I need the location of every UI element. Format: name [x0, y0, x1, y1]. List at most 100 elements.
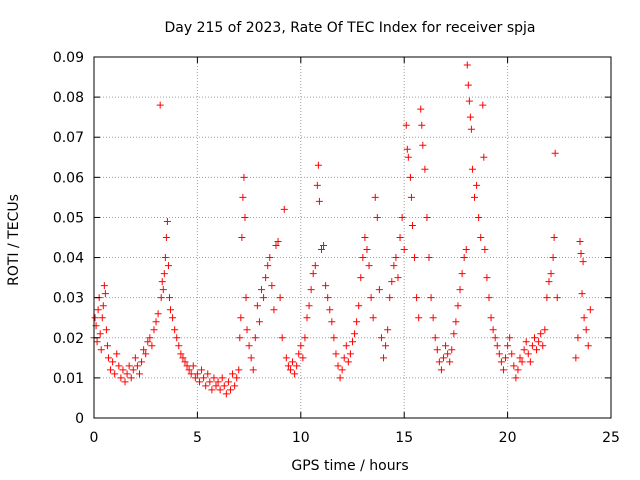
- data-point: [297, 342, 305, 350]
- data-point: [102, 326, 110, 334]
- data-point: [156, 101, 164, 109]
- data-point: [214, 378, 222, 386]
- data-point: [101, 290, 109, 298]
- data-point: [175, 342, 183, 350]
- data-point: [435, 358, 443, 366]
- data-point: [200, 374, 208, 382]
- data-point: [400, 246, 408, 254]
- data-point: [526, 358, 534, 366]
- data-point: [336, 374, 344, 382]
- data-point: [160, 270, 168, 278]
- data-point: [344, 358, 352, 366]
- data-point: [317, 246, 325, 254]
- data-point: [307, 286, 315, 294]
- data-point: [367, 294, 375, 302]
- data-point: [291, 370, 299, 378]
- data-point: [274, 238, 282, 246]
- data-point: [549, 254, 557, 262]
- plot-frame: [93, 56, 612, 419]
- data-point: [504, 342, 512, 350]
- data-point: [520, 346, 528, 354]
- data-point: [93, 338, 101, 346]
- data-point: [481, 246, 489, 254]
- data-point: [154, 310, 162, 318]
- data-point: [245, 342, 253, 350]
- data-point: [380, 354, 388, 362]
- y-tick-label: 0.07: [53, 130, 84, 146]
- data-point: [394, 274, 402, 282]
- data-point: [499, 366, 507, 374]
- data-point: [235, 366, 243, 374]
- data-point: [220, 382, 228, 390]
- data-point: [100, 282, 108, 290]
- data-point: [96, 330, 104, 338]
- data-point: [471, 193, 479, 201]
- data-point: [340, 354, 348, 362]
- data-point: [535, 338, 543, 346]
- data-point: [148, 342, 156, 350]
- data-point: [384, 326, 392, 334]
- data-point: [164, 262, 172, 270]
- y-axis-tick-labels: 0 0.01 0.02 0.03 0.04 0.05 0.06 0.07 0.08 0.09: [53, 50, 84, 427]
- data-point: [113, 350, 121, 358]
- data-point: [270, 306, 278, 314]
- data-point: [493, 342, 501, 350]
- data-point: [510, 362, 518, 370]
- data-point: [418, 121, 426, 129]
- data-point: [415, 314, 423, 322]
- data-point: [161, 254, 169, 262]
- data-point: [407, 193, 415, 201]
- data-point: [437, 366, 445, 374]
- data-point: [553, 294, 561, 302]
- data-point: [537, 330, 545, 338]
- y-tick-label: 0.02: [53, 331, 84, 347]
- data-point: [454, 302, 462, 310]
- data-point: [117, 374, 125, 382]
- data-point: [198, 366, 206, 374]
- data-point: [142, 350, 150, 358]
- data-point: [473, 181, 481, 189]
- data-point: [502, 354, 510, 362]
- data-point: [322, 282, 330, 290]
- data-point: [388, 278, 396, 286]
- data-point: [140, 346, 148, 354]
- data-point: [173, 334, 181, 342]
- data-point: [210, 374, 218, 382]
- data-point: [398, 213, 406, 221]
- data-point: [479, 101, 487, 109]
- data-point: [465, 97, 473, 105]
- data-point: [413, 294, 421, 302]
- data-point: [315, 197, 323, 205]
- data-point: [377, 334, 385, 342]
- data-point: [320, 242, 328, 250]
- data-point: [577, 250, 585, 258]
- data-point: [460, 254, 468, 262]
- data-point: [580, 314, 588, 322]
- y-tick-label: 0.04: [53, 251, 84, 267]
- data-point: [406, 173, 414, 181]
- data-point: [586, 306, 594, 314]
- data-point: [518, 358, 526, 366]
- data-point: [251, 334, 259, 342]
- data-point: [353, 318, 361, 326]
- data-point: [429, 314, 437, 322]
- data-point: [450, 330, 458, 338]
- data-point: [530, 334, 538, 342]
- data-point: [249, 366, 257, 374]
- x-tick-label: 0: [90, 430, 99, 446]
- data-point: [278, 334, 286, 342]
- data-point: [222, 390, 230, 398]
- data-point: [495, 350, 503, 358]
- data-point: [179, 354, 187, 362]
- data-point: [111, 370, 119, 378]
- data-point: [579, 258, 587, 266]
- data-point: [158, 278, 166, 286]
- data-point: [212, 382, 220, 390]
- x-tick-label: 15: [395, 430, 413, 446]
- data-point: [121, 378, 129, 386]
- data-point: [508, 350, 516, 358]
- data-point: [260, 294, 268, 302]
- data-point: [104, 354, 112, 362]
- data-point: [425, 254, 433, 262]
- data-point: [522, 338, 530, 346]
